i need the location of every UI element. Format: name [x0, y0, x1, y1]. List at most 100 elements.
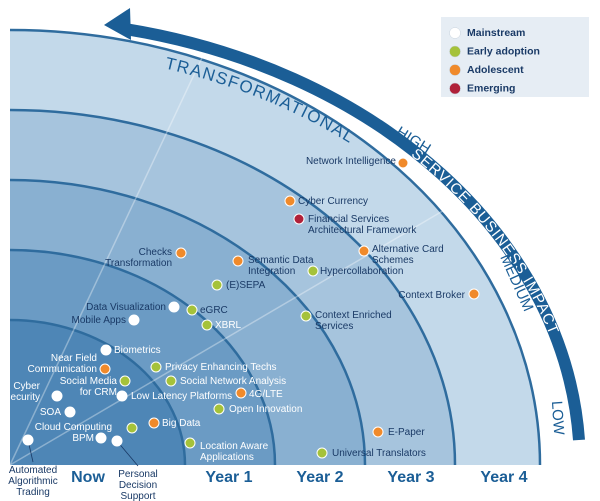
node-label-line: Context Broker [398, 290, 465, 301]
node-dot [22, 434, 34, 446]
node-label-line: BPM [72, 433, 94, 444]
node-dot [168, 301, 180, 313]
time-label: Year 3 [387, 469, 434, 486]
node-label-line: Semantic Data [248, 255, 314, 266]
node-label-line: for CRM [80, 387, 117, 398]
node-dot [397, 157, 409, 169]
impact-arrow [124, 23, 585, 441]
node-label: Open Innovation [229, 404, 302, 415]
node-label: Near Field Communication [28, 353, 97, 375]
node-label-line: Applications [200, 452, 254, 463]
node-label-line: Cyber [13, 381, 40, 392]
node-label-line: Personal [118, 469, 157, 480]
legend-label: Mainstream [467, 27, 525, 39]
node-label-line: Financial Services [308, 214, 389, 225]
node-dot [111, 435, 123, 447]
legend-label: Early adoption [467, 45, 540, 57]
node-label: Alternative Card Schemes [372, 244, 444, 266]
impact-level: LOW [548, 400, 567, 436]
node-label-line: XBRL [215, 320, 242, 331]
node-label-line: Checks [139, 247, 172, 258]
node-dot [126, 422, 138, 434]
time-label: Now [71, 469, 105, 486]
node-label-line: Data Visualization [86, 302, 166, 313]
node-dot [468, 288, 480, 300]
node-label-line: Cloud Computing [35, 422, 112, 433]
node-label-line: Integration [248, 266, 295, 277]
node-label-line: Big Data [162, 418, 201, 429]
node-dot [165, 375, 177, 387]
node-label-line: Algorithmic [8, 476, 57, 487]
node-label-line: Network Intelligence [306, 156, 396, 167]
node-label: (E)SEPA [226, 280, 266, 291]
node-label: Context Enriched Services [315, 310, 392, 332]
time-label: Year 2 [296, 469, 343, 486]
node-label: Biometrics [114, 345, 161, 356]
time-label: Year 1 [205, 469, 252, 486]
node-label-line: E-Paper [388, 427, 425, 438]
node-label: Universal Translators [332, 448, 426, 459]
node-label: Cloud Computing [35, 422, 112, 433]
node-dot [211, 279, 223, 291]
legend-box [441, 17, 589, 97]
node-dot [235, 387, 247, 399]
node-dot [186, 304, 198, 316]
node-dot [119, 375, 131, 387]
nodes: Network Intelligence Cyber Currency Financ… [4, 156, 480, 501]
legend-swatch [449, 27, 461, 39]
node-label-line: Social Media [60, 376, 118, 387]
node-label: Checks Transformation [105, 247, 172, 269]
node-label-line: Social Network Analysis [180, 376, 286, 387]
band-edge [9, 318, 187, 466]
node-label: Hypercollaboration [320, 266, 403, 277]
node-label: XBRL [215, 320, 242, 331]
node-label-line: SOA [40, 407, 61, 418]
node-dot [293, 213, 305, 225]
node-label: Social Network Analysis [180, 376, 286, 387]
node-label: Personal Decision Support [118, 469, 157, 501]
band-edge [9, 248, 277, 466]
band-edge [9, 28, 542, 466]
node-label-line: Communication [28, 364, 97, 375]
node-dot [150, 361, 162, 373]
node-label-line: Context Enriched [315, 310, 392, 321]
node-label-line: Schemes [372, 255, 414, 266]
divider [9, 199, 461, 466]
node-dot [358, 245, 370, 257]
node-label-line: Architectural Framework [308, 225, 417, 236]
node-label: Low Latency Platforms [131, 391, 232, 402]
node-dot [184, 437, 196, 449]
node-label-line: Hypercollaboration [320, 266, 403, 277]
node-label: SOA [40, 407, 61, 418]
node-label-line: Low Latency Platforms [131, 391, 232, 402]
node-label-line: Services [315, 321, 353, 332]
node-dot [116, 390, 128, 402]
node-label: Big Data [162, 418, 201, 429]
band-edge [9, 178, 367, 466]
node-dot [201, 319, 213, 331]
legend-swatch [449, 45, 461, 58]
node-label-line: Support [120, 491, 155, 501]
divider [9, 0, 231, 466]
node-label-line: Biometrics [114, 345, 161, 356]
node-dot [300, 310, 312, 322]
legend-swatch [449, 64, 461, 76]
node-dot [64, 406, 76, 418]
node-dot [175, 247, 187, 259]
node-dot [99, 363, 111, 375]
node-label-line: Location Aware [200, 441, 269, 452]
node-label: eGRC [200, 305, 228, 316]
node-label-line: Automated [9, 465, 57, 476]
node-label-line: Mobile Apps [72, 315, 126, 326]
node-label-line: Alternative Card [372, 244, 444, 255]
node-label: Context Broker [398, 290, 465, 301]
node-label-line: Universal Translators [332, 448, 426, 459]
node-label-line: Transformation [105, 258, 172, 269]
node-dot [213, 403, 225, 415]
node-label: E-Paper [388, 427, 425, 438]
node-label: Automated Algorithmic Trading [8, 465, 57, 498]
arrow-head [104, 8, 131, 40]
node-label: 4G/LTE [249, 389, 283, 400]
node-label-line: Privacy Enhancing Techs [165, 362, 277, 373]
